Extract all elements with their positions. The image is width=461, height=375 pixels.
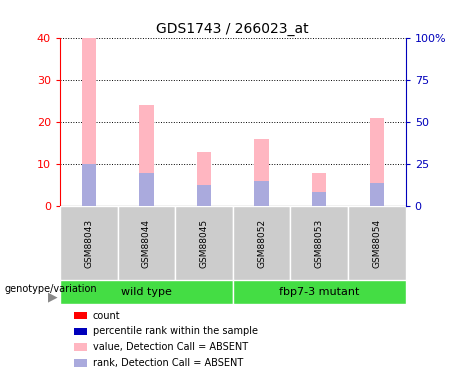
Text: GSM88053: GSM88053 <box>315 219 324 268</box>
Bar <box>82 38 96 207</box>
Bar <box>74 344 87 351</box>
Bar <box>139 105 154 207</box>
Bar <box>118 207 175 280</box>
Bar <box>175 207 233 280</box>
Text: value, Detection Call = ABSENT: value, Detection Call = ABSENT <box>93 342 248 352</box>
Bar <box>197 152 211 207</box>
Bar <box>312 172 326 207</box>
Text: ▶: ▶ <box>48 290 58 303</box>
Bar <box>197 185 211 207</box>
Bar <box>74 328 87 335</box>
Text: GSM88052: GSM88052 <box>257 219 266 268</box>
Bar <box>370 118 384 207</box>
Bar <box>290 207 348 280</box>
Bar <box>139 172 154 207</box>
Bar <box>254 139 269 207</box>
Text: wild type: wild type <box>121 287 172 297</box>
Bar <box>60 280 233 304</box>
Bar <box>254 181 269 207</box>
Text: genotype/variation: genotype/variation <box>5 284 97 294</box>
Text: count: count <box>93 310 120 321</box>
Text: GSM88044: GSM88044 <box>142 219 151 268</box>
Bar <box>233 280 406 304</box>
Text: GSM88043: GSM88043 <box>84 219 93 268</box>
Bar <box>312 192 326 207</box>
Text: fbp7-3 mutant: fbp7-3 mutant <box>279 287 360 297</box>
Text: rank, Detection Call = ABSENT: rank, Detection Call = ABSENT <box>93 358 243 368</box>
Title: GDS1743 / 266023_at: GDS1743 / 266023_at <box>156 22 309 36</box>
Bar <box>74 312 87 320</box>
Bar <box>233 207 290 280</box>
Bar <box>370 183 384 207</box>
Bar <box>60 207 118 280</box>
Text: GSM88045: GSM88045 <box>200 219 208 268</box>
Bar <box>348 207 406 280</box>
Text: GSM88054: GSM88054 <box>372 219 381 268</box>
Bar <box>82 164 96 207</box>
Text: percentile rank within the sample: percentile rank within the sample <box>93 326 258 336</box>
Bar <box>74 359 87 367</box>
